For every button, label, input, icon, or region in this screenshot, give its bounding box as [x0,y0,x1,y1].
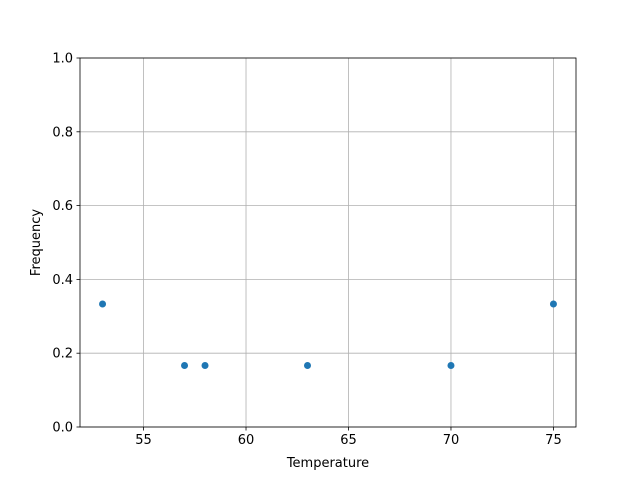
y-tick-label: 0.6 [52,199,73,214]
axes-frame [79,57,577,428]
y-tick-label: 0.2 [52,347,73,362]
x-axis-label: Temperature [286,456,369,471]
y-tick-label: 0.4 [52,273,73,288]
y-tick-label: 0.0 [52,421,73,436]
ticks: 55 60 65 70 75 0.0 0.2 0.4 0.6 0.8 1.0 [52,52,561,449]
y-tick-label: 0.8 [52,125,73,140]
data-point [549,300,557,308]
x-tick-label: 60 [238,433,255,448]
data-point [201,361,209,369]
y-tick-label: 1.0 [52,52,73,67]
x-tick-label: 70 [443,433,460,448]
data-point [304,361,312,369]
x-tick-label: 65 [340,433,357,448]
data-point [447,361,455,369]
x-tick-label: 55 [135,433,152,448]
x-tick-label: 75 [545,433,562,448]
data-point [99,300,107,308]
y-axis-label: Frequency [29,209,44,276]
data-points [99,300,557,369]
data-point [181,361,189,369]
